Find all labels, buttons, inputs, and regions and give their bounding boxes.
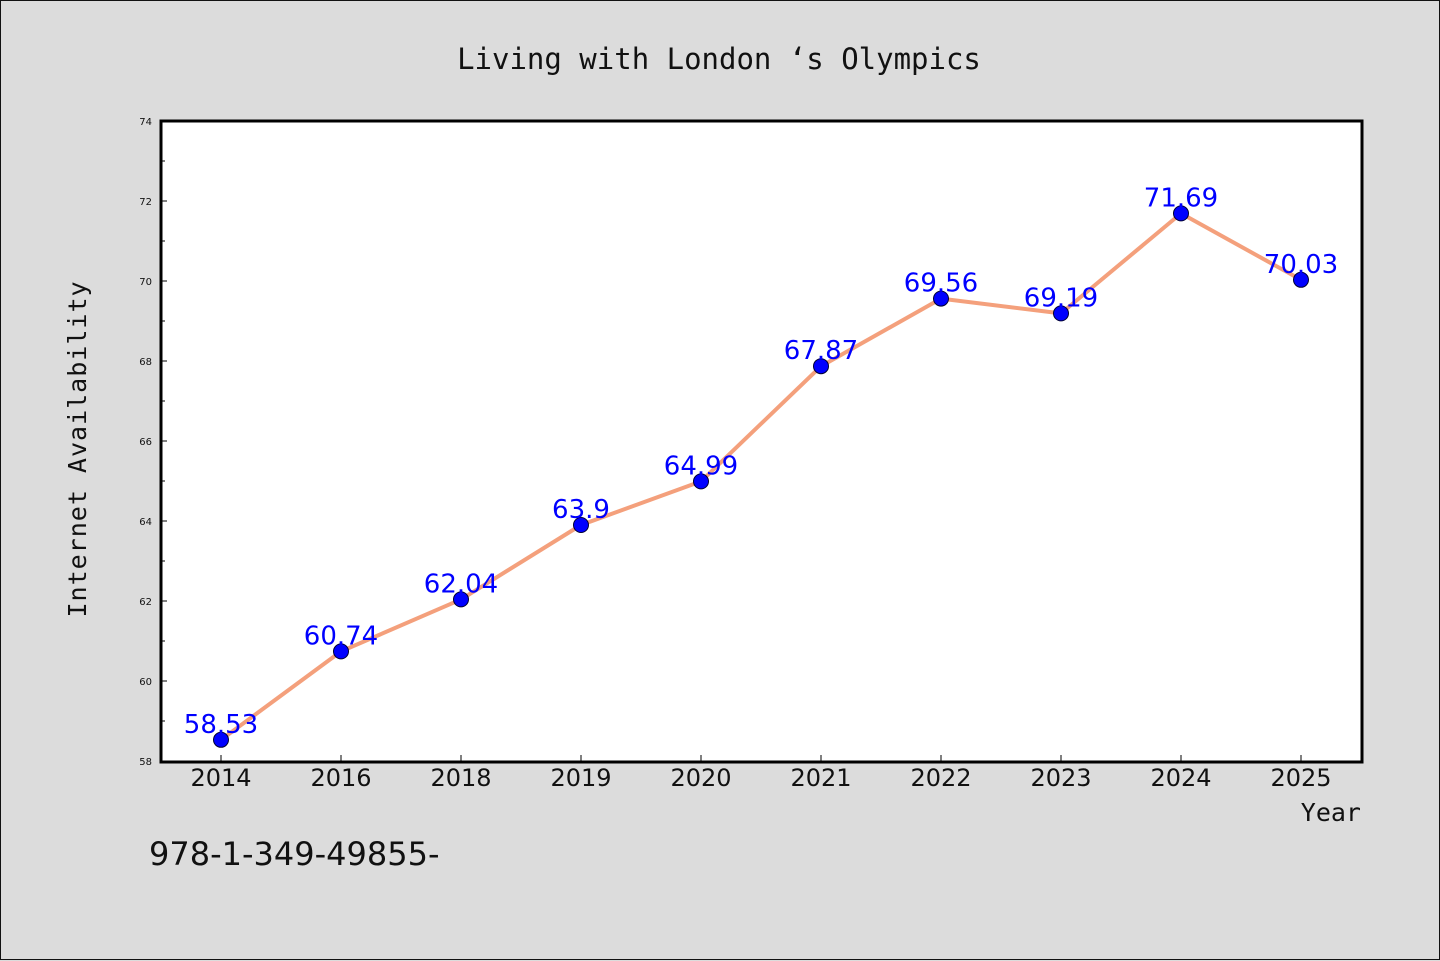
x-tick-label: 2023 [1030,764,1091,792]
x-tick-label: 2014 [190,764,251,792]
data-label: 67.87 [784,336,858,366]
data-point [573,517,589,533]
y-axis-label: Internet Availability [63,280,92,617]
data-point [933,290,949,307]
y-tick-label: 62 [139,597,152,608]
y-axis-ticks: 58 60 62 64 66 68 70 72 74 [139,117,167,768]
y-tick-label: 60 [139,677,152,688]
x-tick-label: 2019 [550,764,611,792]
y-tick-label: 68 [139,357,152,368]
footer-code: 978-1-349-49855- [149,835,440,873]
x-axis-ticks: 2014 2016 2018 2019 2020 2021 2022 2023 2024 2025 [190,755,1332,792]
x-tick-label: 2024 [1150,764,1211,792]
data-point [453,591,469,608]
data-label: 62.04 [424,569,498,599]
chart-title: Living with London ‘s Olympics [457,42,981,76]
data-point [813,358,829,375]
x-axis-label: Year [1301,798,1361,827]
y-tick-label: 66 [139,437,152,448]
data-label: 69.19 [1024,283,1098,313]
data-point [1293,271,1309,288]
data-label: 69.56 [904,269,978,299]
data-label: 71.69 [1144,183,1218,213]
x-tick-label: 2020 [670,764,731,792]
data-markers [213,205,1309,748]
y-tick-label: 70 [139,277,152,288]
data-point [1173,205,1189,222]
x-tick-label: 2018 [430,764,491,792]
data-label: 60.74 [304,621,378,651]
x-tick-label: 2025 [1270,764,1331,792]
series-line [219,211,1303,742]
x-tick-label: 2016 [310,764,371,792]
data-point [213,731,229,748]
y-tick-label: 74 [139,117,152,128]
y-tick-label: 64 [139,517,152,528]
y-tick-label: 72 [139,197,152,208]
x-tick-label: 2022 [910,764,971,792]
data-point [693,473,709,490]
data-label: 58.53 [184,710,258,740]
data-label: 70.03 [1264,250,1338,280]
y-tick-label: 58 [139,757,152,768]
data-point [333,643,349,660]
data-label: 64.99 [664,451,738,481]
data-label: 63.9 [552,495,610,525]
x-tick-label: 2021 [790,764,851,792]
data-labels: 58.53 60.74 62.04 63.9 64.99 67.87 69.56 69.19 7… [184,183,1338,739]
data-point [1053,305,1069,322]
